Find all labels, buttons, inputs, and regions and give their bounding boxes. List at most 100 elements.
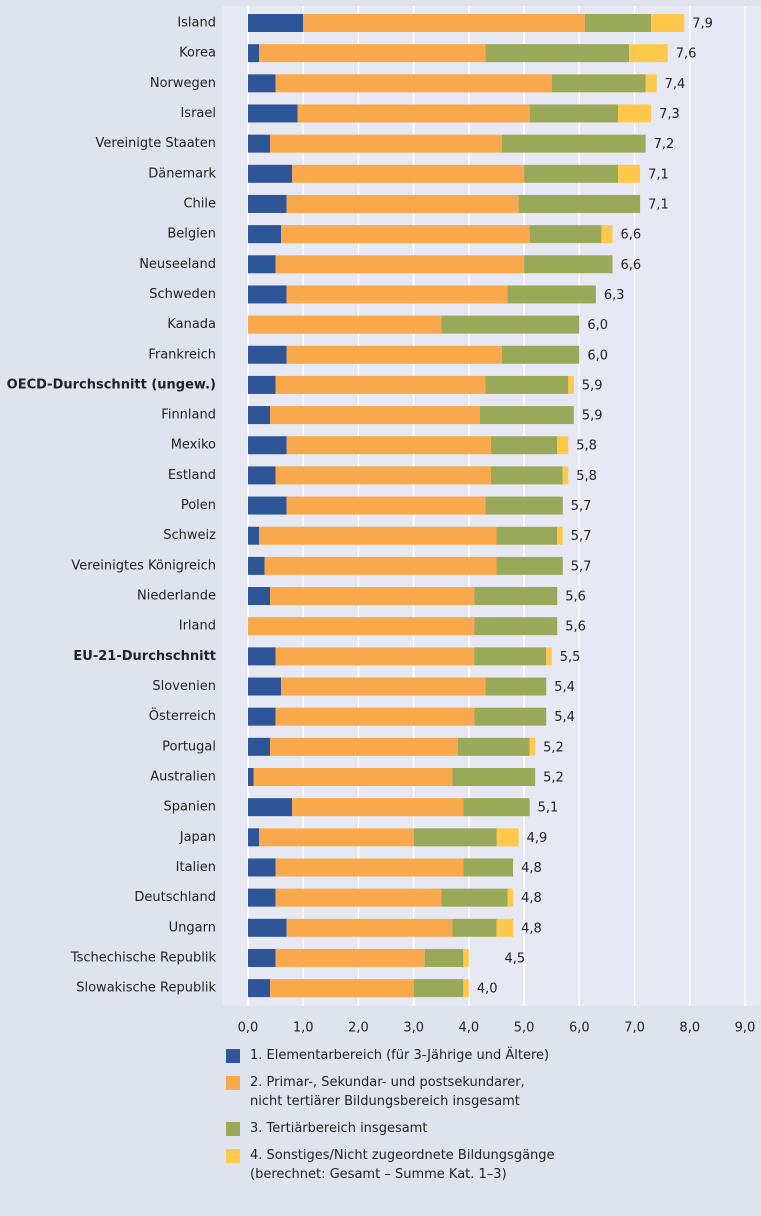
bar-segment bbox=[248, 164, 293, 183]
value-label: 5,9 bbox=[582, 409, 603, 424]
bar-segment bbox=[413, 828, 497, 847]
bar-segment bbox=[474, 587, 558, 606]
value-label: 7,4 bbox=[665, 77, 686, 92]
y-tick-label: Polen bbox=[181, 498, 216, 513]
bar-segment bbox=[502, 345, 580, 364]
bar-segment bbox=[248, 556, 265, 575]
value-label: 6,6 bbox=[620, 258, 641, 273]
bar-segment bbox=[485, 677, 547, 696]
value-label: 4,8 bbox=[521, 891, 542, 906]
value-label: 6,6 bbox=[620, 228, 641, 243]
y-tick-label: Slovenien bbox=[152, 679, 216, 694]
y-tick-label: Italien bbox=[176, 860, 216, 875]
bar-segment bbox=[441, 315, 580, 334]
bar-segment bbox=[270, 737, 458, 756]
value-label: 5,6 bbox=[565, 590, 586, 605]
bar-segment bbox=[248, 225, 282, 244]
y-tick-label: Kanada bbox=[167, 317, 216, 332]
bar-segment bbox=[275, 375, 486, 394]
value-label: 5,4 bbox=[554, 710, 575, 725]
y-tick-label: OECD-Durchschnitt (ungew.) bbox=[7, 377, 216, 392]
bar-segment bbox=[529, 225, 602, 244]
y-tick-label: Dänemark bbox=[148, 166, 216, 181]
bar-segment bbox=[270, 406, 480, 425]
bar-segment bbox=[270, 979, 414, 998]
bar-segment bbox=[286, 918, 453, 937]
bar-segment bbox=[502, 134, 646, 153]
legend-swatch bbox=[226, 1122, 240, 1136]
x-tick-label: 4,0 bbox=[459, 1021, 480, 1036]
bar-segment bbox=[485, 44, 630, 63]
value-label: 4,0 bbox=[477, 982, 498, 997]
x-tick-label: 5,0 bbox=[514, 1021, 535, 1036]
legend-item: 1. Elementarbereich (für 3-Jährige und Ä… bbox=[226, 1046, 746, 1065]
bar-segment bbox=[551, 74, 646, 93]
bar-segment bbox=[441, 888, 508, 907]
bar-segment bbox=[496, 556, 563, 575]
legend-item: 3. Tertiärbereich insgesamt bbox=[226, 1119, 746, 1138]
bar-segment bbox=[248, 888, 276, 907]
bar-segment bbox=[248, 134, 271, 153]
bar-segment bbox=[518, 194, 641, 213]
bar-segment bbox=[485, 496, 563, 515]
bar-segment bbox=[248, 587, 271, 606]
bar-segment bbox=[248, 74, 276, 93]
bar-segment bbox=[259, 44, 486, 63]
value-label: 7,1 bbox=[648, 197, 669, 212]
legend-item: 4. Sonstiges/Nicht zugeordnete Bildungsg… bbox=[226, 1146, 746, 1184]
bar-segment bbox=[259, 526, 497, 545]
y-tick-label: Belgien bbox=[167, 227, 216, 242]
bar-segment bbox=[275, 858, 464, 877]
y-tick-label: Estland bbox=[168, 468, 216, 483]
chart: 0,0 1,0 2,0 3,0 4,0 5,0 6,0 7,0 8,0 9,0 Island 7,9 K… bbox=[6, 6, 756, 1036]
bar-segment bbox=[557, 526, 563, 545]
bar-segment bbox=[275, 466, 491, 485]
bar-segment bbox=[524, 164, 618, 183]
bar-segment bbox=[463, 948, 469, 967]
value-label: 5,2 bbox=[543, 740, 564, 755]
bar-segment bbox=[248, 466, 276, 485]
legend-swatch bbox=[226, 1049, 240, 1063]
bar-segment bbox=[490, 436, 558, 455]
value-label: 5,1 bbox=[538, 801, 559, 816]
value-label: 7,3 bbox=[659, 107, 680, 122]
bar-segment bbox=[248, 617, 475, 636]
bar-segment bbox=[270, 134, 503, 153]
bar-segment bbox=[474, 647, 547, 666]
bar-segment bbox=[629, 44, 668, 63]
y-tick-label: Japan bbox=[179, 830, 216, 845]
bar-segment bbox=[286, 345, 503, 364]
bar-segment bbox=[601, 225, 613, 244]
bar-segment bbox=[281, 677, 486, 696]
value-label: 5,8 bbox=[576, 439, 597, 454]
x-tick-label: 3,0 bbox=[403, 1021, 424, 1036]
bar-segment bbox=[248, 104, 298, 123]
bar-segment bbox=[248, 526, 260, 545]
bar-segment bbox=[275, 255, 525, 274]
bar-segment bbox=[270, 587, 475, 606]
value-label: 7,1 bbox=[648, 167, 669, 182]
bar-segment bbox=[286, 285, 508, 304]
x-tick-label: 2,0 bbox=[348, 1021, 369, 1036]
legend-swatch bbox=[226, 1076, 240, 1090]
value-label: 5,5 bbox=[560, 650, 581, 665]
bar-segment bbox=[275, 707, 475, 726]
y-tick-label: Ungarn bbox=[169, 920, 216, 935]
bar-segment bbox=[485, 375, 569, 394]
bar-segment bbox=[524, 255, 613, 274]
bar-segment bbox=[248, 737, 271, 756]
bar-segment bbox=[248, 979, 271, 998]
bar-segment bbox=[248, 768, 254, 786]
y-tick-label: Island bbox=[177, 16, 216, 31]
bar-segment bbox=[286, 436, 491, 455]
bar-segment bbox=[253, 768, 453, 786]
bar-segment bbox=[248, 436, 287, 455]
bar-segment bbox=[248, 677, 282, 696]
bar-segment bbox=[529, 104, 618, 123]
value-label: 4,8 bbox=[521, 921, 542, 936]
bar-segment bbox=[413, 979, 464, 998]
y-tick-label: Frankreich bbox=[148, 347, 216, 362]
y-tick-label: Korea bbox=[179, 46, 216, 61]
bar-segment bbox=[463, 858, 514, 877]
